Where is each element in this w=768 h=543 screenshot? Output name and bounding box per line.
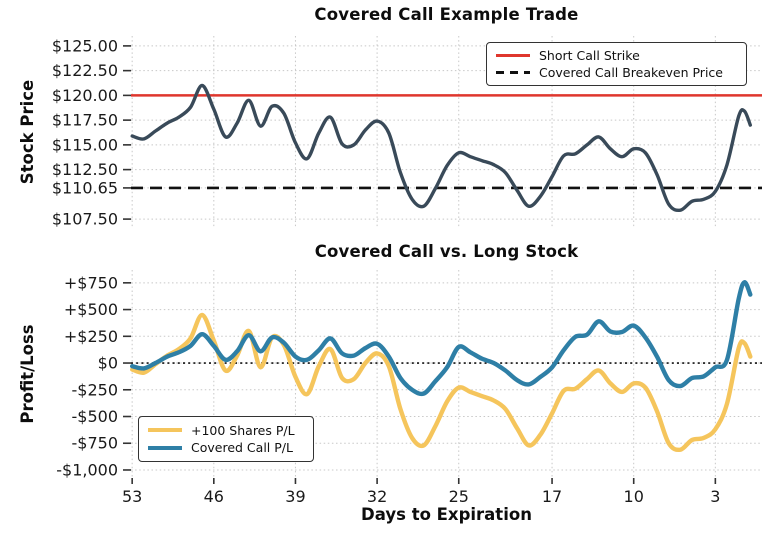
legend-item-breakeven: Covered Call Breakeven Price <box>496 65 737 80</box>
breakeven-swatch <box>496 71 530 74</box>
covered-call-pl-swatch <box>148 445 182 450</box>
y-tick-label: $122.50 <box>52 61 118 80</box>
bottom-chart-title: Covered Call vs. Long Stock <box>314 242 579 261</box>
x-tick-label: 10 <box>624 487 644 506</box>
legend-label-covered-call-pl: Covered Call P/L <box>191 440 293 456</box>
x-tick-label: 3 <box>710 487 720 506</box>
stock-price-line <box>130 83 752 213</box>
legend-item-covered-call-pl: Covered Call P/L <box>148 440 304 455</box>
pl-chart-legend: +100 Shares P/L Covered Call P/L <box>138 416 314 462</box>
y-tick-label: $125.00 <box>52 36 118 55</box>
legend-label-breakeven: Covered Call Breakeven Price <box>539 65 723 80</box>
short-call-strike-swatch <box>496 54 530 57</box>
covered-call-pl-line <box>130 280 753 397</box>
shares-pl-line <box>130 312 753 453</box>
legend-item-shares-pl: +100 Shares P/L <box>148 423 304 438</box>
x-tick-label: 25 <box>449 487 469 506</box>
x-tick-label: 46 <box>204 487 224 506</box>
x-tick-label: 53 <box>122 487 142 506</box>
legend-label-short-call-strike: Short Call Strike <box>539 48 640 63</box>
y-tick-label: $0 <box>98 354 118 373</box>
legend-item-short-call-strike: Short Call Strike <box>496 48 737 63</box>
legend-label-shares-pl: +100 Shares P/L <box>191 422 295 438</box>
y-tick-label: +$750 <box>64 273 118 292</box>
x-tick-label: 39 <box>285 487 305 506</box>
y-tick-label: -$750 <box>72 434 119 453</box>
y-tick-label: $115.00 <box>52 135 118 154</box>
price-chart-legend: Short Call Strike Covered Call Breakeven… <box>486 42 747 86</box>
top-chart-title: Covered Call Example Trade <box>314 5 579 24</box>
profit-loss-axis-label: Profit/Loss <box>18 324 37 424</box>
y-tick-label: $110.65 <box>52 178 118 197</box>
y-tick-label: $112.50 <box>52 160 118 179</box>
y-tick-label: -$500 <box>72 407 119 426</box>
y-tick-label: $107.50 <box>52 210 118 229</box>
y-tick-label: -$250 <box>72 380 119 399</box>
x-tick-label: 17 <box>542 487 562 506</box>
stock-price-axis-label: Stock Price <box>18 79 37 185</box>
x-axis-label: Days to Expiration <box>361 505 532 524</box>
y-tick-label: -$1,000 <box>56 460 118 479</box>
y-tick-label: $120.00 <box>52 86 118 105</box>
shares-pl-swatch <box>148 428 182 433</box>
x-tick-label: 32 <box>367 487 387 506</box>
y-tick-label: +$250 <box>64 327 118 346</box>
y-tick-label: $117.50 <box>52 111 118 130</box>
y-tick-label: +$500 <box>64 300 118 319</box>
